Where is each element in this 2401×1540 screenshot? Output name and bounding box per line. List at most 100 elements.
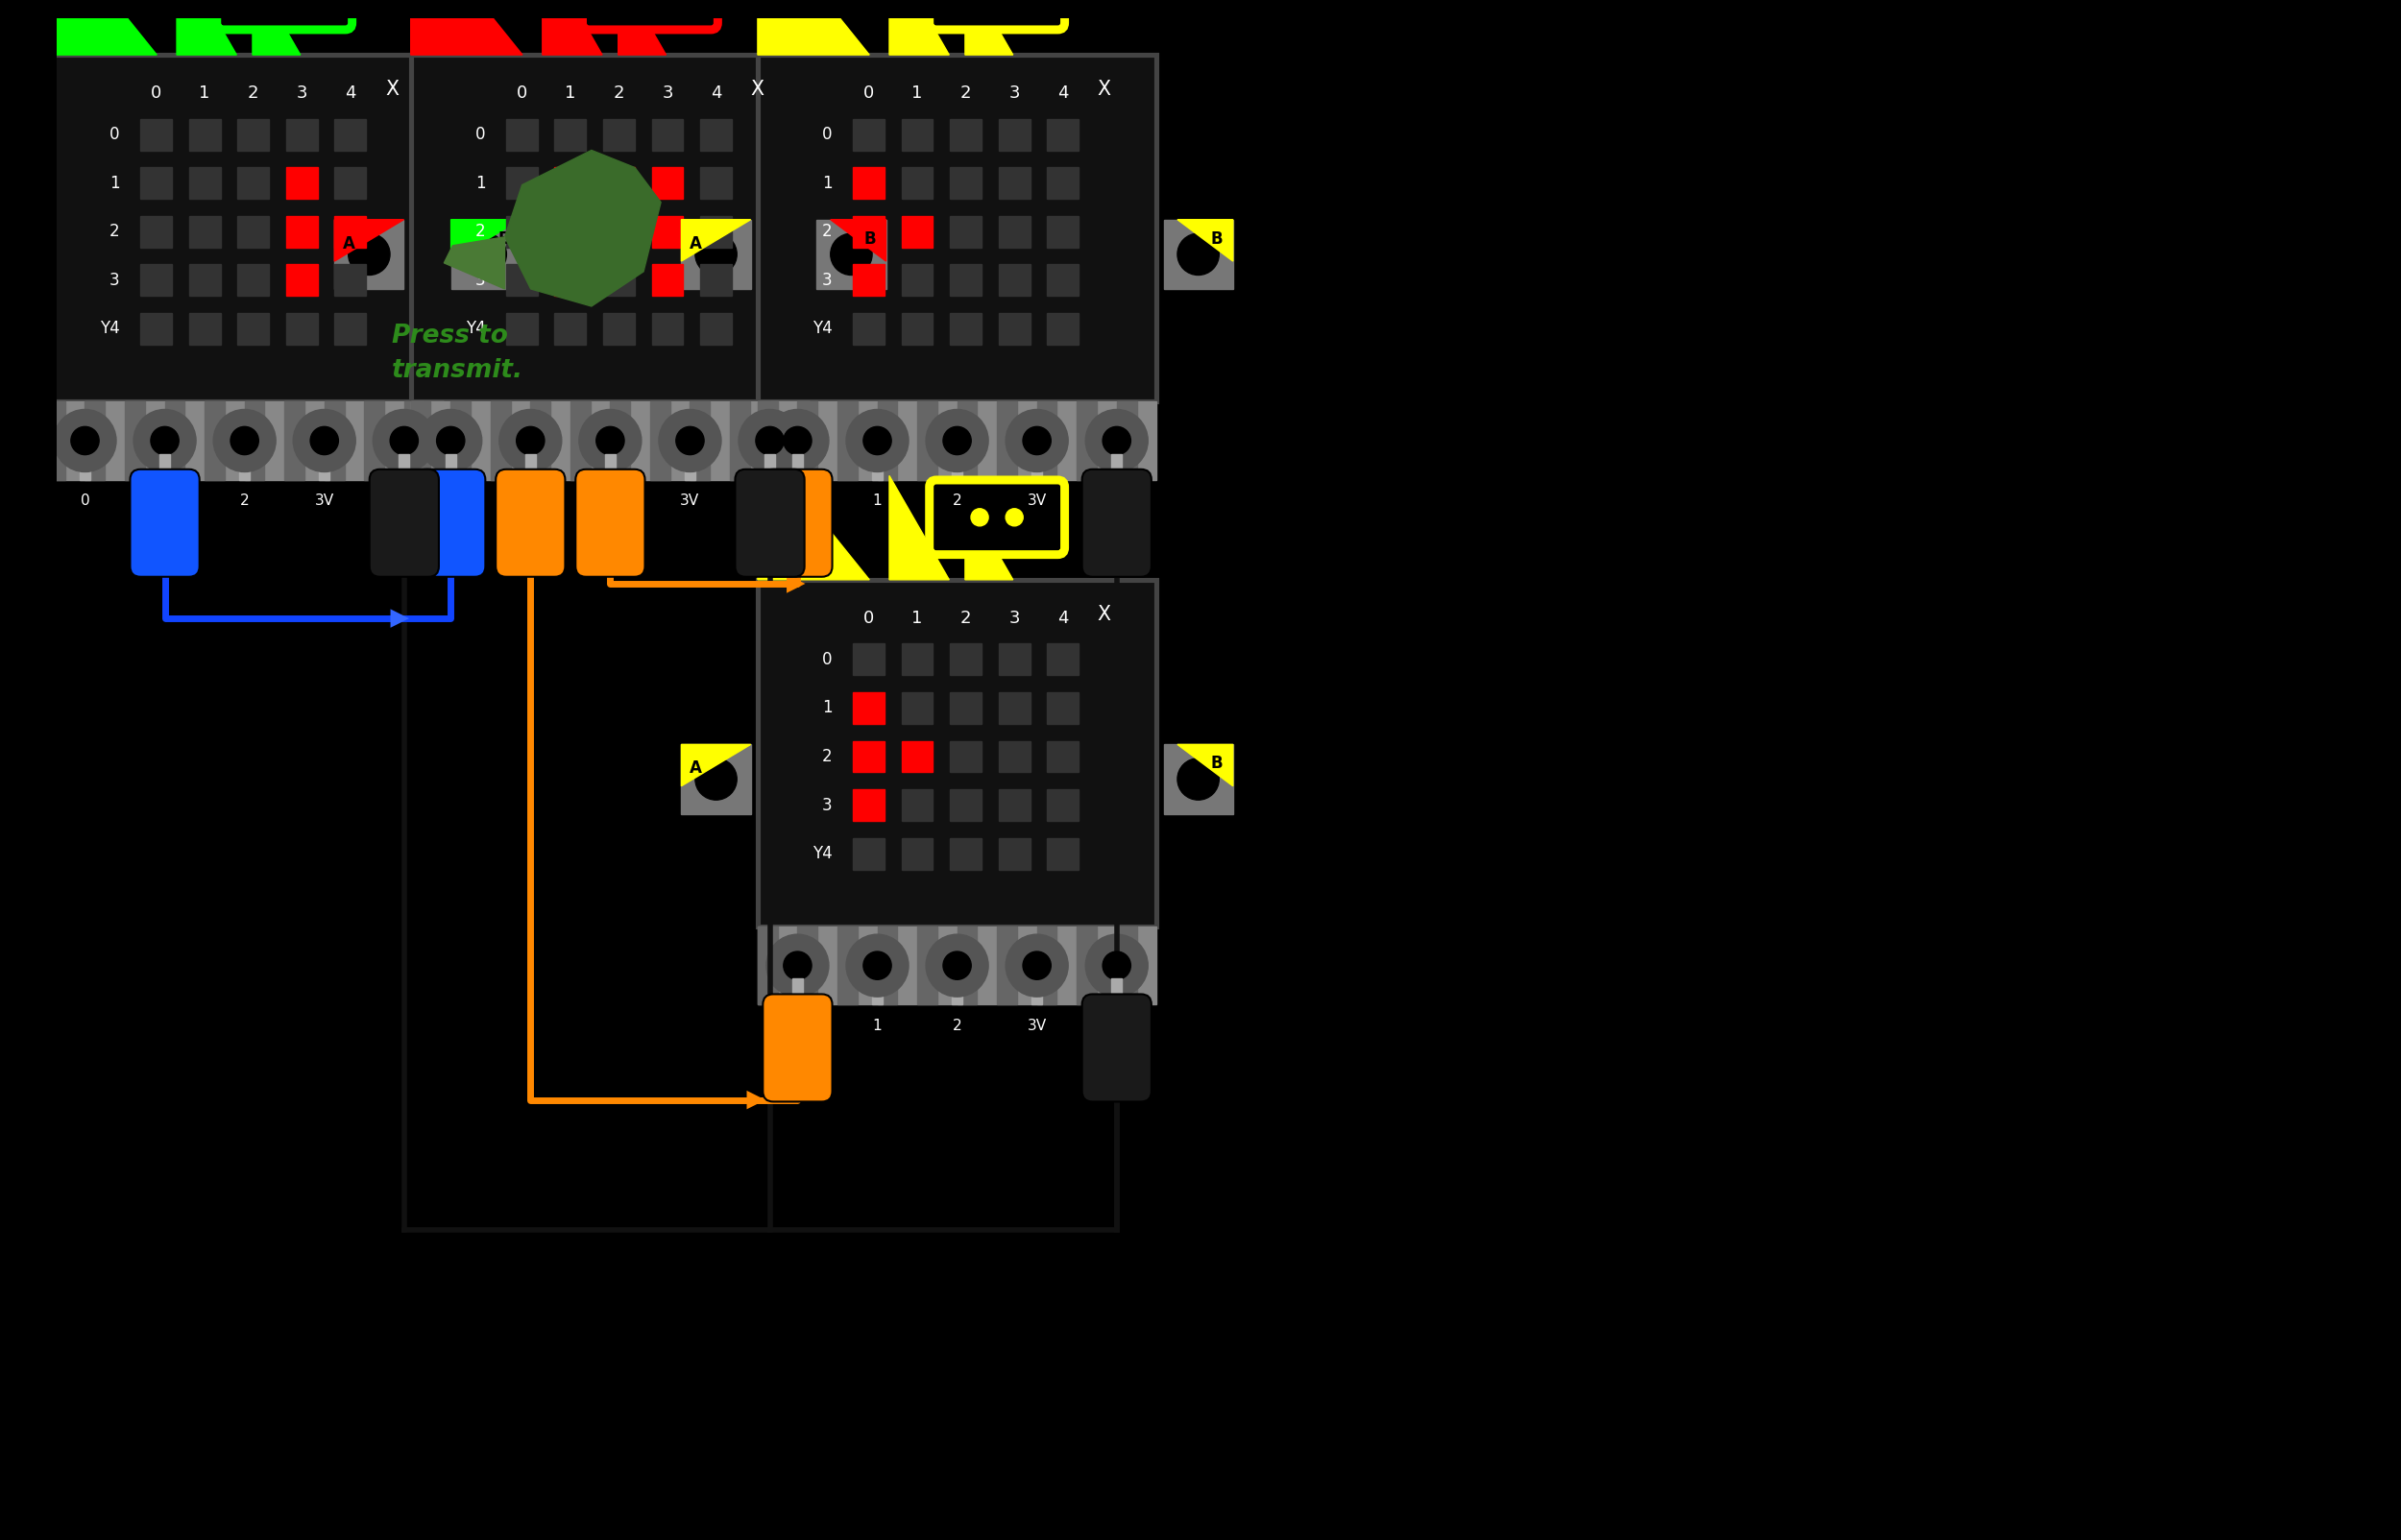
Text: 1: 1 [912, 85, 922, 102]
Bar [238, 216, 269, 248]
Bar [759, 402, 1157, 479]
Text: 1: 1 [564, 85, 576, 102]
Circle shape [151, 427, 178, 454]
Bar [286, 216, 317, 248]
Bar [999, 119, 1030, 151]
Text: GND: GND [387, 493, 420, 508]
Bar [852, 265, 884, 296]
Text: B: B [1210, 755, 1222, 772]
Bar [852, 313, 884, 345]
Bar [900, 644, 934, 675]
Text: Y4: Y4 [812, 845, 833, 862]
Bar [852, 838, 884, 870]
Bar [139, 119, 173, 151]
Bar [1047, 644, 1078, 675]
Bar [1047, 119, 1078, 151]
Bar [764, 448, 776, 479]
Bar [764, 454, 776, 488]
Text: 1: 1 [872, 493, 881, 508]
Polygon shape [451, 220, 521, 262]
Text: 0: 0 [821, 651, 833, 668]
Bar [190, 265, 221, 296]
Bar [852, 119, 884, 151]
Bar [555, 313, 586, 345]
Bar [951, 448, 963, 479]
Bar [951, 693, 982, 724]
Bar [996, 927, 1018, 1004]
Bar [447, 448, 456, 479]
Bar [651, 265, 684, 296]
Text: 2: 2 [960, 85, 972, 102]
Text: 3: 3 [821, 796, 833, 813]
Bar [797, 927, 816, 1004]
Text: 3: 3 [821, 271, 833, 290]
Bar [139, 168, 173, 199]
Text: 2: 2 [475, 223, 485, 240]
Text: B: B [864, 229, 876, 248]
Polygon shape [252, 0, 300, 55]
Bar [403, 402, 425, 479]
Text: Y4: Y4 [812, 320, 833, 337]
Bar [204, 402, 226, 479]
Text: X: X [384, 80, 399, 99]
Bar [852, 644, 884, 675]
Bar [507, 168, 538, 199]
Bar [1047, 693, 1078, 724]
Text: GND: GND [1100, 1018, 1133, 1033]
Text: 0: 0 [516, 85, 528, 102]
Bar [286, 313, 317, 345]
Text: 0: 0 [110, 126, 120, 143]
Text: GND: GND [1100, 493, 1133, 508]
Bar [792, 978, 802, 1013]
Polygon shape [617, 0, 665, 55]
Bar [996, 402, 1018, 479]
Text: 4: 4 [711, 85, 723, 102]
Circle shape [372, 410, 435, 471]
Bar [603, 313, 634, 345]
Circle shape [466, 234, 507, 276]
Bar [852, 790, 884, 821]
Circle shape [927, 410, 989, 471]
FancyBboxPatch shape [764, 470, 833, 578]
Bar [917, 402, 936, 479]
Bar [701, 313, 732, 345]
Text: 3V: 3V [679, 493, 699, 508]
Bar [1076, 927, 1097, 1004]
Bar [507, 313, 538, 345]
Bar [900, 790, 934, 821]
Bar [1047, 216, 1078, 248]
Bar [283, 402, 305, 479]
Bar [816, 220, 886, 290]
Circle shape [783, 427, 812, 454]
Bar [759, 927, 778, 1004]
Text: Y4: Y4 [101, 320, 120, 337]
Polygon shape [504, 151, 660, 306]
Polygon shape [831, 220, 886, 262]
Bar [701, 119, 732, 151]
FancyBboxPatch shape [583, 0, 718, 29]
Bar [240, 448, 250, 479]
Bar [999, 265, 1030, 296]
Bar [158, 448, 170, 479]
Text: X: X [1097, 80, 1112, 99]
Bar [1116, 927, 1136, 1004]
Bar [531, 402, 550, 479]
Bar [999, 741, 1030, 773]
Text: 3: 3 [295, 85, 307, 102]
FancyBboxPatch shape [929, 480, 1064, 554]
Text: 3V: 3V [1028, 493, 1047, 508]
Bar [792, 454, 802, 488]
Text: 1: 1 [199, 85, 211, 102]
Bar [507, 119, 538, 151]
Bar [1037, 402, 1056, 479]
Circle shape [766, 410, 828, 471]
Bar [139, 216, 173, 248]
Polygon shape [0, 220, 38, 262]
Bar [872, 973, 884, 1004]
Circle shape [1085, 935, 1148, 996]
Circle shape [516, 427, 545, 454]
Text: 4: 4 [1056, 610, 1068, 627]
Text: 2: 2 [821, 748, 833, 765]
Bar [651, 168, 684, 199]
Circle shape [944, 952, 970, 979]
